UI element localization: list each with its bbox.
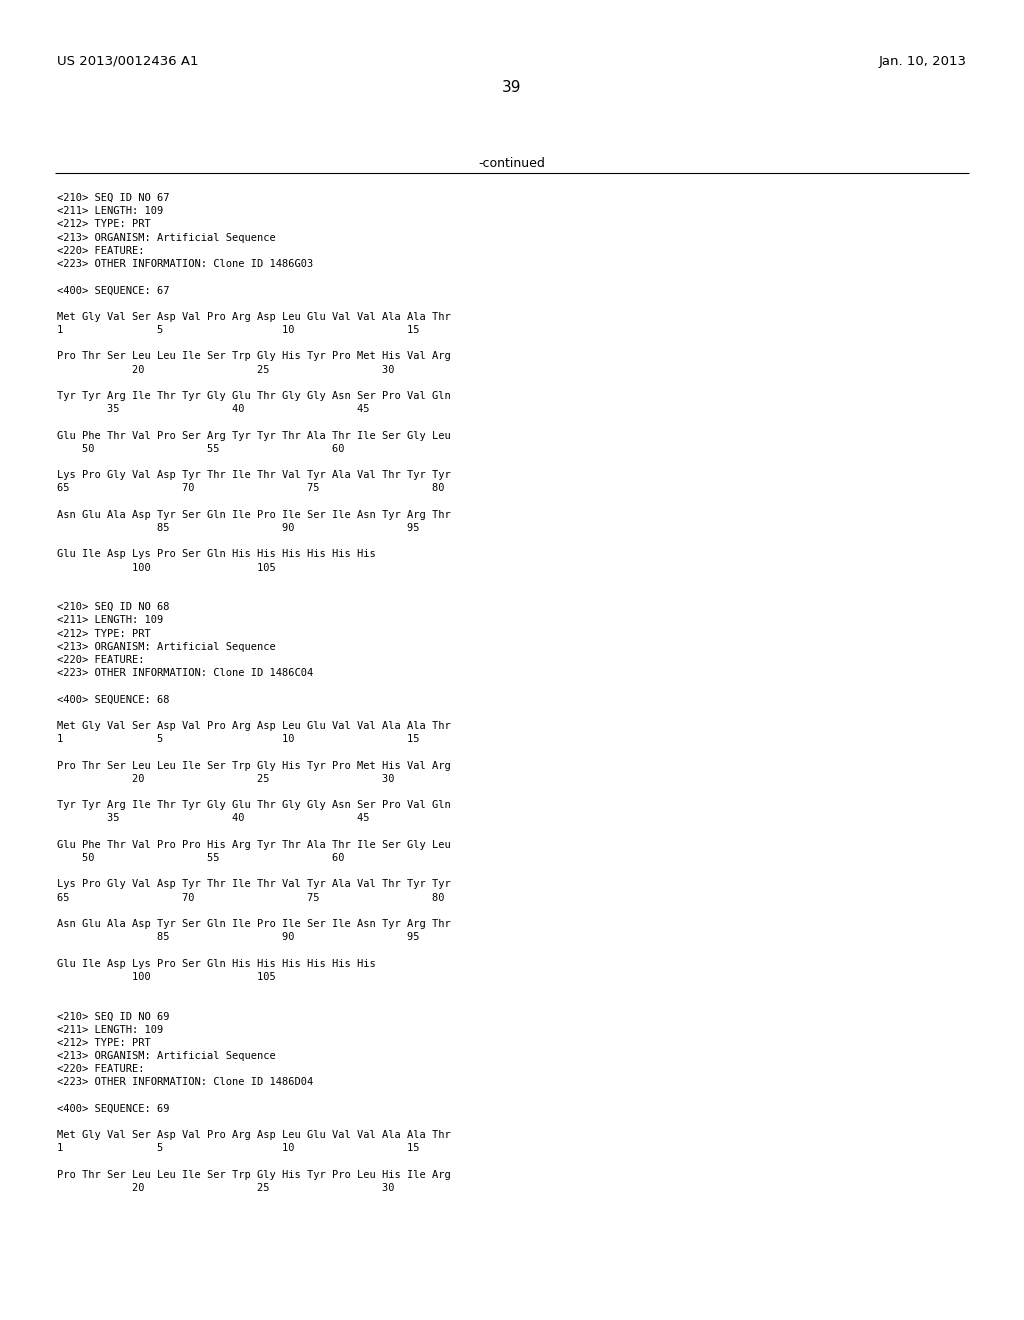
Text: 100                 105: 100 105: [57, 972, 275, 982]
Text: Asn Glu Ala Asp Tyr Ser Gln Ile Pro Ile Ser Ile Asn Tyr Arg Thr: Asn Glu Ala Asp Tyr Ser Gln Ile Pro Ile …: [57, 510, 451, 520]
Text: 1               5                   10                  15: 1 5 10 15: [57, 734, 420, 744]
Text: <211> LENGTH: 109: <211> LENGTH: 109: [57, 615, 163, 626]
Text: <210> SEQ ID NO 67: <210> SEQ ID NO 67: [57, 193, 170, 203]
Text: Glu Ile Asp Lys Pro Ser Gln His His His His His His: Glu Ile Asp Lys Pro Ser Gln His His His …: [57, 549, 376, 560]
Text: 39: 39: [502, 81, 522, 95]
Text: <210> SEQ ID NO 69: <210> SEQ ID NO 69: [57, 1011, 170, 1022]
Text: Tyr Tyr Arg Ile Thr Tyr Gly Glu Thr Gly Gly Asn Ser Pro Val Gln: Tyr Tyr Arg Ile Thr Tyr Gly Glu Thr Gly …: [57, 800, 451, 810]
Text: Glu Phe Thr Val Pro Pro His Arg Tyr Thr Ala Thr Ile Ser Gly Leu: Glu Phe Thr Val Pro Pro His Arg Tyr Thr …: [57, 840, 451, 850]
Text: Pro Thr Ser Leu Leu Ile Ser Trp Gly His Tyr Pro Met His Val Arg: Pro Thr Ser Leu Leu Ile Ser Trp Gly His …: [57, 760, 451, 771]
Text: Tyr Tyr Arg Ile Thr Tyr Gly Glu Thr Gly Gly Asn Ser Pro Val Gln: Tyr Tyr Arg Ile Thr Tyr Gly Glu Thr Gly …: [57, 391, 451, 401]
Text: US 2013/0012436 A1: US 2013/0012436 A1: [57, 55, 199, 69]
Text: <220> FEATURE:: <220> FEATURE:: [57, 655, 144, 665]
Text: 20                  25                  30: 20 25 30: [57, 364, 394, 375]
Text: 50                  55                  60: 50 55 60: [57, 853, 344, 863]
Text: 20                  25                  30: 20 25 30: [57, 774, 394, 784]
Text: <212> TYPE: PRT: <212> TYPE: PRT: [57, 219, 151, 230]
Text: 85                  90                  95: 85 90 95: [57, 523, 420, 533]
Text: <213> ORGANISM: Artificial Sequence: <213> ORGANISM: Artificial Sequence: [57, 232, 275, 243]
Text: Glu Ile Asp Lys Pro Ser Gln His His His His His His: Glu Ile Asp Lys Pro Ser Gln His His His …: [57, 958, 376, 969]
Text: Pro Thr Ser Leu Leu Ile Ser Trp Gly His Tyr Pro Met His Val Arg: Pro Thr Ser Leu Leu Ile Ser Trp Gly His …: [57, 351, 451, 362]
Text: <223> OTHER INFORMATION: Clone ID 1486D04: <223> OTHER INFORMATION: Clone ID 1486D0…: [57, 1077, 313, 1088]
Text: 20                  25                  30: 20 25 30: [57, 1183, 394, 1193]
Text: Jan. 10, 2013: Jan. 10, 2013: [879, 55, 967, 69]
Text: -continued: -continued: [478, 157, 546, 170]
Text: Pro Thr Ser Leu Leu Ile Ser Trp Gly His Tyr Pro Leu His Ile Arg: Pro Thr Ser Leu Leu Ile Ser Trp Gly His …: [57, 1170, 451, 1180]
Text: <213> ORGANISM: Artificial Sequence: <213> ORGANISM: Artificial Sequence: [57, 642, 275, 652]
Text: 65                  70                  75                  80: 65 70 75 80: [57, 892, 444, 903]
Text: Met Gly Val Ser Asp Val Pro Arg Asp Leu Glu Val Val Ala Ala Thr: Met Gly Val Ser Asp Val Pro Arg Asp Leu …: [57, 312, 451, 322]
Text: 50                  55                  60: 50 55 60: [57, 444, 344, 454]
Text: 65                  70                  75                  80: 65 70 75 80: [57, 483, 444, 494]
Text: <400> SEQUENCE: 69: <400> SEQUENCE: 69: [57, 1104, 170, 1114]
Text: <400> SEQUENCE: 67: <400> SEQUENCE: 67: [57, 285, 170, 296]
Text: <220> FEATURE:: <220> FEATURE:: [57, 1064, 144, 1074]
Text: <211> LENGTH: 109: <211> LENGTH: 109: [57, 206, 163, 216]
Text: Glu Phe Thr Val Pro Ser Arg Tyr Tyr Thr Ala Thr Ile Ser Gly Leu: Glu Phe Thr Val Pro Ser Arg Tyr Tyr Thr …: [57, 430, 451, 441]
Text: 85                  90                  95: 85 90 95: [57, 932, 420, 942]
Text: <212> TYPE: PRT: <212> TYPE: PRT: [57, 628, 151, 639]
Text: Met Gly Val Ser Asp Val Pro Arg Asp Leu Glu Val Val Ala Ala Thr: Met Gly Val Ser Asp Val Pro Arg Asp Leu …: [57, 721, 451, 731]
Text: Lys Pro Gly Val Asp Tyr Thr Ile Thr Val Tyr Ala Val Thr Tyr Tyr: Lys Pro Gly Val Asp Tyr Thr Ile Thr Val …: [57, 470, 451, 480]
Text: <220> FEATURE:: <220> FEATURE:: [57, 246, 144, 256]
Text: Met Gly Val Ser Asp Val Pro Arg Asp Leu Glu Val Val Ala Ala Thr: Met Gly Val Ser Asp Val Pro Arg Asp Leu …: [57, 1130, 451, 1140]
Text: <223> OTHER INFORMATION: Clone ID 1486G03: <223> OTHER INFORMATION: Clone ID 1486G0…: [57, 259, 313, 269]
Text: Asn Glu Ala Asp Tyr Ser Gln Ile Pro Ile Ser Ile Asn Tyr Arg Thr: Asn Glu Ala Asp Tyr Ser Gln Ile Pro Ile …: [57, 919, 451, 929]
Text: <213> ORGANISM: Artificial Sequence: <213> ORGANISM: Artificial Sequence: [57, 1051, 275, 1061]
Text: 35                  40                  45: 35 40 45: [57, 404, 370, 414]
Text: 1               5                   10                  15: 1 5 10 15: [57, 325, 420, 335]
Text: 35                  40                  45: 35 40 45: [57, 813, 370, 824]
Text: <211> LENGTH: 109: <211> LENGTH: 109: [57, 1024, 163, 1035]
Text: 1               5                   10                  15: 1 5 10 15: [57, 1143, 420, 1154]
Text: Lys Pro Gly Val Asp Tyr Thr Ile Thr Val Tyr Ala Val Thr Tyr Tyr: Lys Pro Gly Val Asp Tyr Thr Ile Thr Val …: [57, 879, 451, 890]
Text: <212> TYPE: PRT: <212> TYPE: PRT: [57, 1038, 151, 1048]
Text: <400> SEQUENCE: 68: <400> SEQUENCE: 68: [57, 694, 170, 705]
Text: 100                 105: 100 105: [57, 562, 275, 573]
Text: <223> OTHER INFORMATION: Clone ID 1486C04: <223> OTHER INFORMATION: Clone ID 1486C0…: [57, 668, 313, 678]
Text: <210> SEQ ID NO 68: <210> SEQ ID NO 68: [57, 602, 170, 612]
